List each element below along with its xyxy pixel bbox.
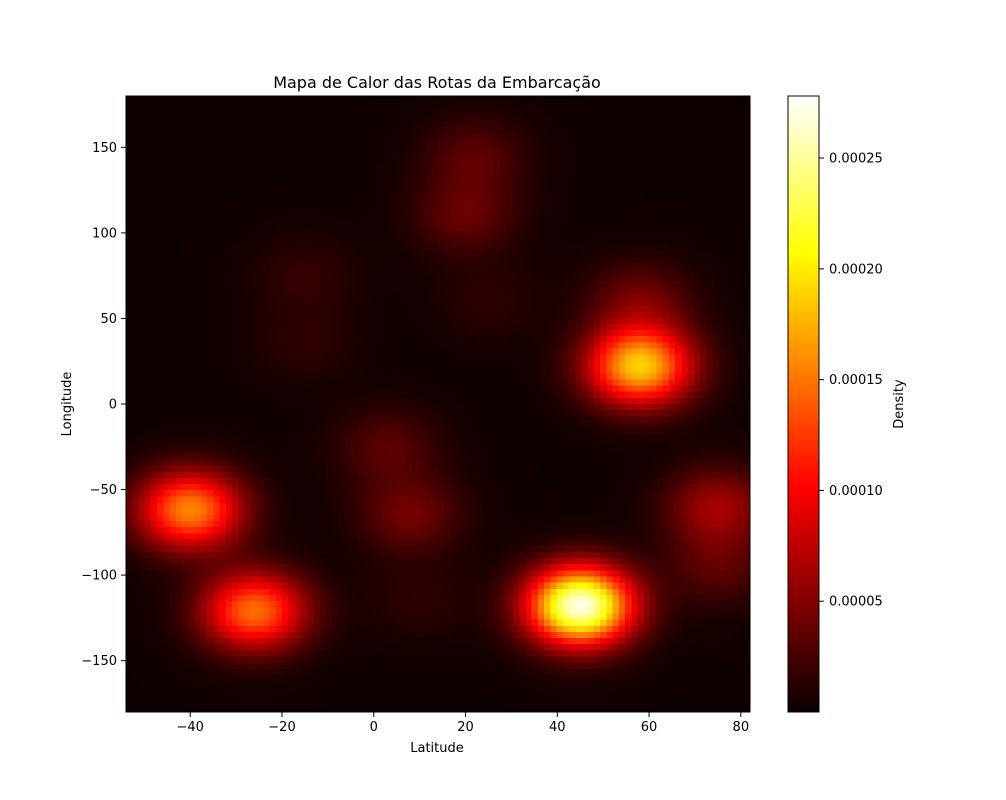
chart-title: Mapa de Calor das Rotas da Embarcação bbox=[273, 73, 601, 92]
colorbar-gradient bbox=[787, 95, 820, 713]
y-tick-label: 150 bbox=[92, 141, 117, 156]
heatmap-image bbox=[126, 96, 750, 712]
x-tick-label: 60 bbox=[641, 720, 658, 735]
colorbar-tick-label: 0.00020 bbox=[829, 262, 883, 277]
colorbar: 0.00005 0.00010 0.00015 0.00020 0.00025 Dens… bbox=[787, 95, 907, 713]
colorbar-tick-label: 0.00015 bbox=[829, 373, 883, 388]
x-tick-label: 80 bbox=[733, 720, 750, 735]
y-tick-label: 100 bbox=[92, 226, 117, 241]
colorbar-tick-label: 0.00005 bbox=[829, 595, 883, 610]
y-tick-label: −100 bbox=[81, 569, 117, 584]
x-tick-label: −20 bbox=[268, 720, 295, 735]
x-tick-label: 20 bbox=[457, 720, 474, 735]
x-tick-label: 40 bbox=[549, 720, 566, 735]
y-tick-label: 50 bbox=[100, 312, 117, 327]
x-axis: −40 −20 0 20 40 60 80 bbox=[177, 712, 750, 735]
y-tick-label: −50 bbox=[90, 483, 117, 498]
colorbar-tick-label: 0.00010 bbox=[829, 484, 883, 499]
colorbar-tick-label: 0.00025 bbox=[829, 152, 883, 167]
x-axis-label: Latitude bbox=[410, 741, 464, 756]
y-axis: 150 100 50 0 −50 −100 −150 bbox=[81, 141, 126, 669]
x-tick-label: 0 bbox=[370, 720, 378, 735]
y-tick-label: 0 bbox=[109, 398, 117, 413]
x-tick-label: −40 bbox=[177, 720, 204, 735]
colorbar-label: Density bbox=[892, 379, 907, 429]
y-axis-label: Longitude bbox=[60, 372, 75, 437]
plot-area bbox=[125, 95, 751, 713]
colorbar-ticks: 0.00005 0.00010 0.00015 0.00020 0.00025 bbox=[819, 152, 883, 610]
y-tick-label: −150 bbox=[81, 654, 117, 669]
